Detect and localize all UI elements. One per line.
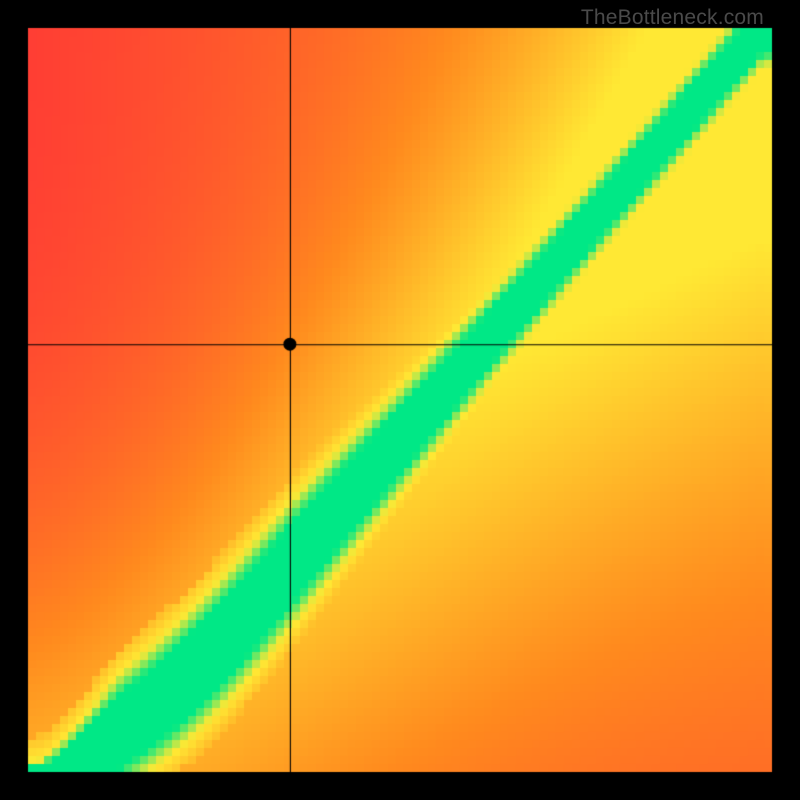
heatmap-canvas [0,0,800,800]
watermark-text: TheBottleneck.com [581,6,764,30]
chart-container: TheBottleneck.com [0,0,800,800]
